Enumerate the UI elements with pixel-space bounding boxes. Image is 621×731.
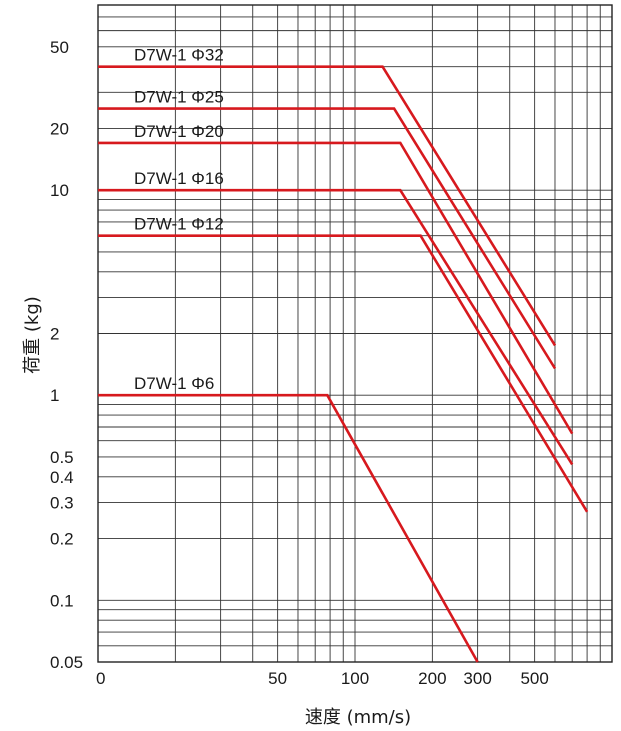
x-axis-label: 速度 (mm/s) (305, 707, 411, 728)
series-line-0 (98, 65, 557, 347)
series-label-4: D7W-1 Φ12 (134, 215, 224, 234)
x-tick-label-0: 0 (96, 669, 105, 688)
y-tick-label-10: 0.05 (50, 653, 83, 672)
series-line-3 (98, 188, 574, 466)
y-tick-label-7: 0.3 (50, 493, 74, 512)
series-label-1: D7W-1 Φ25 (134, 88, 224, 107)
series-lines (98, 65, 589, 663)
y-tick-label-3: 2 (50, 325, 59, 344)
x-tick-label-2: 100 (341, 669, 369, 688)
x-tick-label-5: 500 (520, 669, 548, 688)
series-label-2: D7W-1 Φ20 (134, 122, 224, 141)
series-line-1 (98, 107, 557, 370)
y-axis-label: 荷重 (kg) (22, 296, 43, 374)
x-tick-label-3: 200 (418, 669, 446, 688)
y-tick-label-1: 20 (50, 119, 69, 138)
series-label-3: D7W-1 Φ16 (134, 169, 224, 188)
x-tick-label-4: 300 (463, 669, 491, 688)
series-label-0: D7W-1 Φ32 (134, 46, 224, 65)
tick-labels: 50 20 10 2 1 0.50.4 0.3 0.2 0.1 0.05 0 50 100 200 300 5… (50, 38, 549, 688)
series-line-2 (98, 141, 574, 435)
y-tick-label-5: 0.5 (50, 448, 74, 467)
y-tick-label-9: 0.1 (50, 591, 74, 610)
series-line-4 (98, 234, 589, 513)
series-label-5: D7W-1 Φ6 (134, 374, 214, 393)
series-labels: D7W-1 Φ32 D7W-1 Φ25 D7W-1 Φ20 D7W-1 Φ16 D7W-… (134, 46, 224, 393)
y-tick-label-6: 0.4 (50, 468, 74, 487)
y-tick-label-0: 50 (50, 38, 69, 57)
y-tick-label-4: 1 (50, 386, 59, 405)
series-line-5 (98, 393, 479, 663)
plot-frame (97, 4, 613, 663)
axes (97, 4, 613, 663)
y-tick-label-8: 0.2 (50, 530, 74, 549)
y-tick-label-2: 10 (50, 181, 69, 200)
x-tick-label-1: 50 (268, 669, 287, 688)
